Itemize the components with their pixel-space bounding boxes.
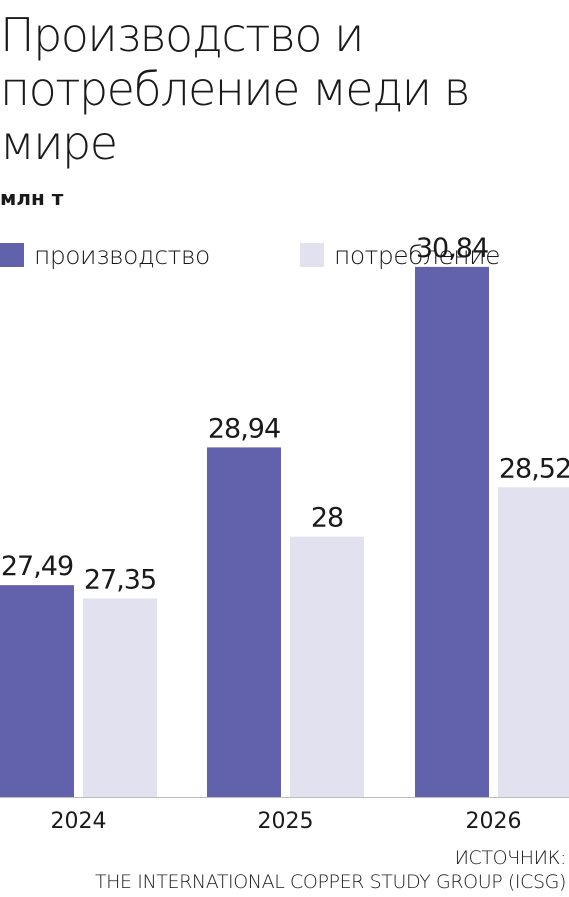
source-note: ИСТОЧНИК: THE INTERNATIONAL COPPER STUDY… (95, 846, 566, 894)
value-label-production-2026: 30,84 (416, 233, 488, 264)
bar-consumption-2026 (498, 487, 569, 797)
legend-label-consumption: потребление (334, 240, 500, 270)
legend-swatch-production (0, 243, 24, 267)
chart-title: Производство и потребление меди в мире (0, 8, 471, 170)
source-line-2: THE INTERNATIONAL COPPER STUDY GROUP (IC… (94, 871, 566, 893)
legend-label-production: производство (34, 240, 210, 270)
legend-item-production: производство (0, 238, 210, 272)
bar-consumption-2024 (83, 598, 157, 797)
value-label-consumption-2026: 28,52 (499, 453, 569, 484)
x-tick-2026: 2026 (466, 809, 522, 834)
value-label-production-2024: 27,49 (1, 551, 73, 582)
legend-item-consumption: потребление (300, 238, 500, 272)
x-tick-2024: 2024 (51, 809, 107, 834)
unit-label: млн т (0, 186, 64, 210)
x-tick-2025: 2025 (258, 809, 314, 834)
source-line-1: ИСТОЧНИК: (454, 847, 567, 869)
value-label-consumption-2024: 27,35 (84, 564, 156, 595)
bar-production-2024 (0, 585, 74, 797)
legend: производство потребление (0, 238, 569, 272)
value-label-consumption-2025: 28 (311, 503, 343, 534)
legend-swatch-consumption (300, 243, 324, 267)
bar-production-2025 (207, 447, 281, 797)
value-label-production-2025: 28,94 (208, 413, 280, 444)
bar-consumption-2025 (290, 536, 364, 797)
bar-production-2026 (415, 266, 489, 797)
